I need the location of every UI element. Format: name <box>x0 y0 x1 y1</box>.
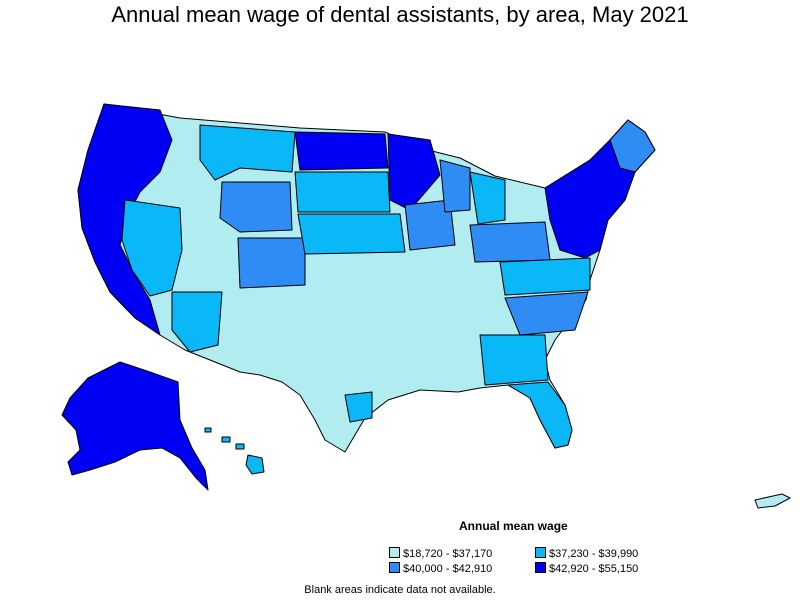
hawaii-island-2 <box>221 436 231 443</box>
nevada-region <box>121 199 183 297</box>
legend-swatch-icon <box>389 562 400 573</box>
carolinas-region <box>504 291 589 336</box>
colorado-region <box>237 237 306 289</box>
minnesota-region <box>387 133 441 211</box>
arizona-region <box>171 291 223 353</box>
iowa-region <box>404 199 456 251</box>
footnote: Blank areas indicate data not available. <box>304 584 496 596</box>
north-dakota-region <box>294 131 389 171</box>
ohio-region <box>469 221 551 263</box>
legend-item-tier-1: $18,720 - $37,170 <box>389 547 492 560</box>
georgia-region <box>479 334 549 386</box>
legend-label: $18,720 - $37,170 <box>403 548 493 560</box>
legend-item-tier-3: $40,000 - $42,910 <box>389 562 492 575</box>
hawaii-island-3 <box>235 443 245 450</box>
south-dakota-region <box>294 171 391 213</box>
nebraska-region <box>297 213 406 255</box>
legend-swatch-icon <box>535 562 546 573</box>
florida-region <box>507 381 573 449</box>
alaska-region <box>61 361 209 491</box>
michigan-region <box>469 171 506 225</box>
wisconsin-region <box>439 159 471 213</box>
puerto-rico-region <box>754 493 791 509</box>
maine-region <box>609 119 656 173</box>
legend-label: $37,230 - $39,990 <box>549 548 639 560</box>
map-title: Annual mean wage of dental assistants, b… <box>111 2 689 27</box>
legend-title: Annual mean wage <box>459 519 568 533</box>
legend-label: $42,920 - $55,150 <box>549 563 639 575</box>
legend-swatch-icon <box>389 547 400 558</box>
legend-swatch-icon <box>535 547 546 558</box>
hawaii-region <box>245 454 265 475</box>
virginia-region <box>499 257 591 296</box>
houston-region <box>344 391 373 423</box>
wyoming-region <box>219 181 293 233</box>
legend-item-tier-2: $37,230 - $39,990 <box>535 547 638 560</box>
legend-label: $40,000 - $42,910 <box>403 563 493 575</box>
hawaii-island-4 <box>204 427 212 433</box>
legend-item-tier-4: $42,920 - $55,150 <box>535 562 638 575</box>
